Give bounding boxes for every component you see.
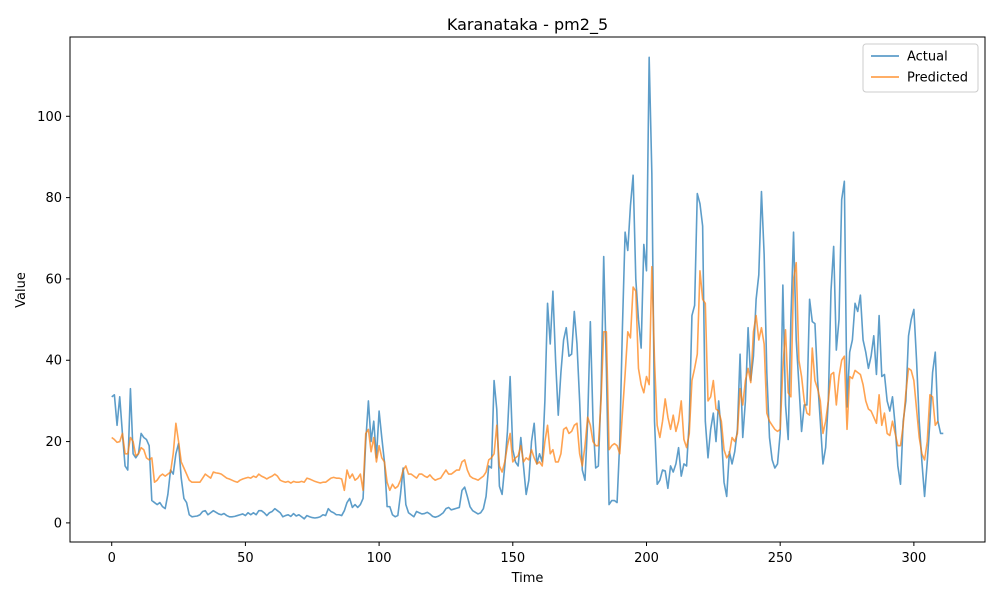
series-layer xyxy=(111,56,944,520)
x-tick-label: 100 xyxy=(367,551,392,566)
plot-frame xyxy=(69,36,986,543)
y-tick-label: 80 xyxy=(45,191,62,206)
x-axis-ticks: 0 50 100 150 200 250 300 xyxy=(108,542,926,566)
plot-area: 0 50 100 150 200 250 300 0 20 40 60 80 100 xyxy=(37,36,986,566)
x-axis-label: Time xyxy=(511,571,544,586)
y-tick-label: 20 xyxy=(45,435,62,450)
x-tick-label: 50 xyxy=(237,551,254,566)
legend-label-predicted: Predicted xyxy=(907,71,968,86)
y-tick-label: 100 xyxy=(37,110,62,125)
y-axis-ticks: 0 20 40 60 80 100 xyxy=(37,110,70,531)
x-tick-label: 200 xyxy=(634,551,659,566)
chart-title: Karanataka - pm2_5 xyxy=(447,15,608,35)
x-tick-label: 250 xyxy=(768,551,793,566)
series-line-predicted xyxy=(111,261,939,492)
x-tick-label: 150 xyxy=(500,551,525,566)
x-tick-label: 0 xyxy=(108,551,116,566)
y-tick-label: 0 xyxy=(54,516,62,531)
y-tick-label: 60 xyxy=(45,272,62,287)
y-tick-label: 40 xyxy=(45,354,62,369)
chart-legend: Actual Predicted xyxy=(862,43,979,93)
legend-label-actual: Actual xyxy=(907,50,948,65)
y-axis-label: Value xyxy=(14,272,29,308)
x-tick-label: 300 xyxy=(901,551,926,566)
